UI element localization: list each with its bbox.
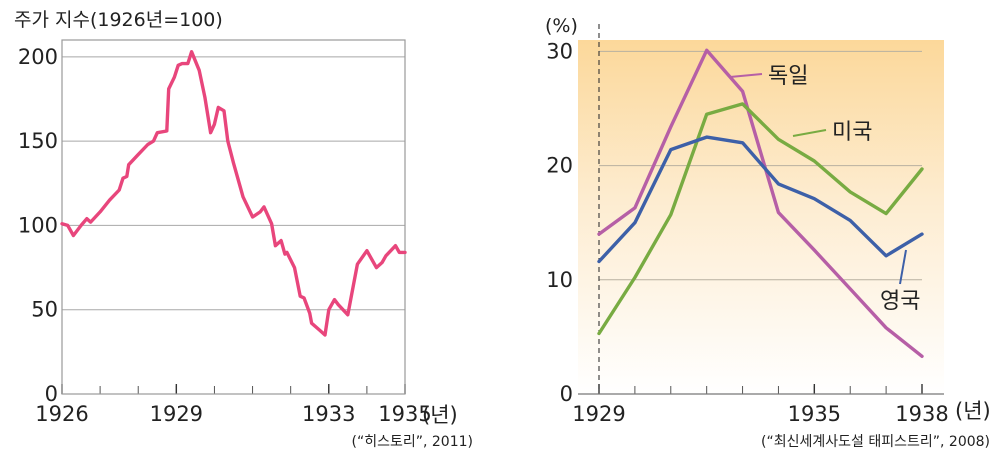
right-y-tick-labels: 0 10 20 30 (546, 39, 573, 406)
series-line-0 (60, 50, 407, 337)
x-tick-label: 1935 (378, 402, 431, 426)
uk-label: 영국 (880, 289, 920, 314)
right-x-tick-marks (598, 384, 923, 394)
y-tick-label: 200 (18, 45, 58, 69)
left-gridlines (62, 56, 405, 311)
left-x-tick-labels: 1926 1929 1933 1935 (35, 402, 431, 426)
x-tick-label: 1926 (35, 402, 88, 426)
series-line-2 (597, 135, 924, 264)
x-tick-label: 1935 (788, 402, 841, 426)
right-y-unit: (%) (545, 15, 578, 37)
y-tick-label: 0 (45, 382, 58, 406)
right-plot-background (578, 40, 944, 394)
y-tick-label: 150 (18, 129, 58, 153)
y-tick-label: 10 (546, 268, 573, 292)
y-tick-label: 0 (560, 382, 573, 406)
usa-label: 미국 (832, 120, 872, 145)
y-tick-label: 30 (546, 39, 573, 63)
right-source: (“최신세계사도설 태피스트리”, 2008) (761, 434, 990, 450)
y-tick-label: 50 (31, 298, 58, 322)
usa-leader-line (792, 129, 827, 137)
uk-leader-line (899, 249, 907, 285)
germany-leader-line (729, 73, 763, 78)
right-x-unit: (년) (955, 399, 991, 423)
x-tick-label: 1929 (572, 402, 625, 426)
series-line-1 (597, 102, 924, 336)
unemployment-chart: (%) 0 10 20 30 1929 1935 1938 독일 미국 영국 (년) (“… (545, 15, 991, 450)
germany-label: 독일 (768, 64, 808, 89)
left-source: (“히스토리”, 2011) (352, 434, 473, 450)
left-x-unit: (년) (422, 403, 458, 427)
x-tick-label: 1933 (302, 402, 355, 426)
left-x-tick-marks (61, 384, 406, 394)
right-series (597, 48, 924, 358)
left-series (60, 50, 407, 337)
left-plot-frame (61, 39, 406, 395)
left-chart-title: 주가 지수(1926년=100) (14, 9, 223, 31)
y-tick-label: 20 (546, 154, 573, 178)
left-y-tick-labels: 0 50 100 150 200 (18, 45, 58, 406)
x-tick-label: 1938 (895, 402, 948, 426)
series-line-0 (597, 48, 924, 358)
x-tick-label: 1929 (150, 402, 203, 426)
y-tick-label: 100 (18, 213, 58, 237)
right-x-tick-labels: 1929 1935 1938 (572, 402, 948, 426)
